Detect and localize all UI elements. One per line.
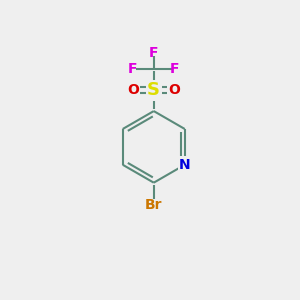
Text: F: F: [149, 46, 158, 60]
Text: Br: Br: [145, 198, 163, 212]
Text: S: S: [147, 81, 160, 99]
Text: O: O: [169, 83, 181, 97]
Text: N: N: [179, 158, 190, 172]
Text: F: F: [170, 62, 179, 76]
Text: F: F: [128, 62, 138, 76]
Text: O: O: [127, 83, 139, 97]
